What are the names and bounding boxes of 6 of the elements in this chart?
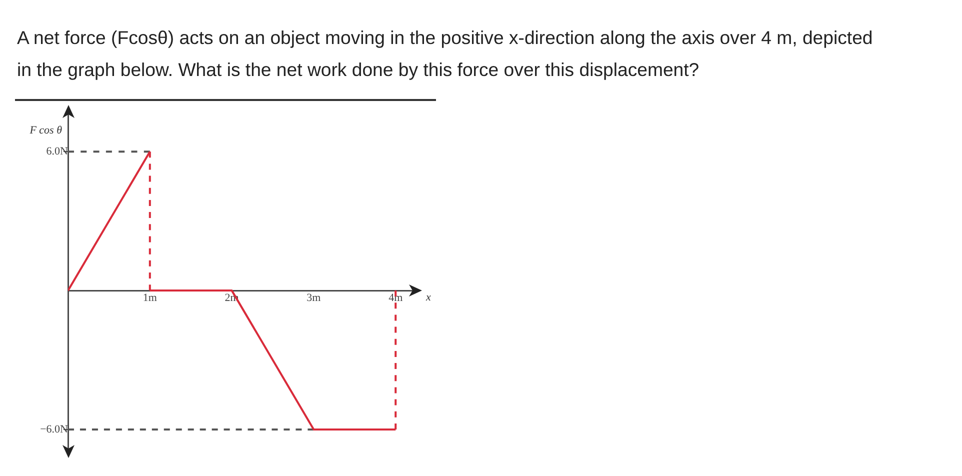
x-tick-label: 4m — [388, 292, 404, 304]
chart-title: A net force (Fcosθ) acts on an object moving in the positive x-direction along the axis over 4 m, depicted in the graph below. What is the net work done by this force over this displacement? — [17, 26, 874, 82]
y-axis-title: F cos θ — [28, 124, 63, 136]
x-tick-label: 1m — [142, 292, 158, 304]
x-tick-label: 3m — [306, 292, 322, 304]
x-axis-title: x — [425, 291, 431, 304]
